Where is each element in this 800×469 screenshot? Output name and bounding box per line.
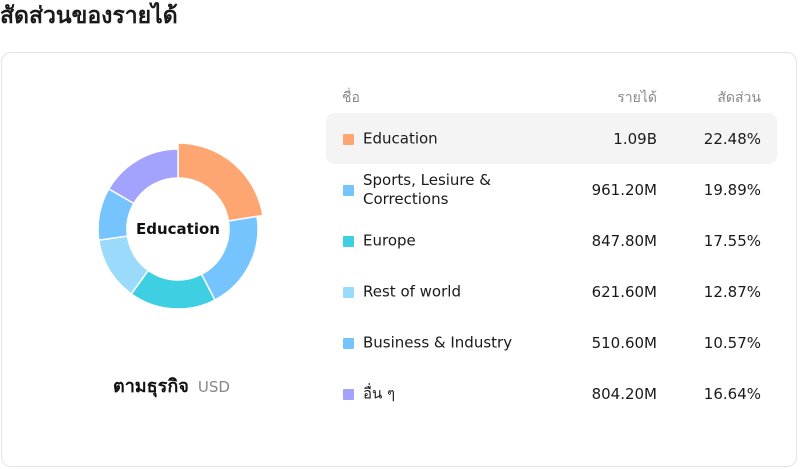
row-revenue: 961.20M [591, 180, 657, 199]
table-row[interactable]: อื่น ๆ 804.20M 16.64% [326, 368, 777, 419]
row-name: อื่น ๆ [363, 384, 396, 402]
row-share: 16.64% [703, 384, 761, 403]
column-header-name: ชื่อ [342, 90, 360, 106]
table-row[interactable]: Business & Industry 510.60M 10.57% [326, 317, 777, 368]
legend-swatch [343, 388, 354, 400]
chart-caption-currency: USD [197, 378, 230, 396]
row-share: 19.89% [703, 180, 761, 199]
revenue-breakdown-card: Education ตามธุรกิจ USD ชื่อ รายได้ สัดส… [1, 52, 797, 467]
row-name: Education [363, 129, 438, 147]
revenue-table: ชื่อ รายได้ สัดส่วน Education 1.09B 22.4… [326, 81, 777, 419]
table-row[interactable]: Europe 847.80M 17.55% [326, 215, 777, 266]
row-name: Sports, Lesiure & Corrections [363, 170, 491, 208]
donut-slice[interactable] [107, 148, 179, 205]
legend-swatch [343, 184, 354, 196]
table-row[interactable]: Education 1.09B 22.48% [326, 113, 777, 164]
donut-slice[interactable] [200, 215, 259, 301]
column-header-share: สัดส่วน [717, 90, 761, 106]
row-share: 10.57% [703, 333, 761, 352]
chart-caption-title: ตามธุรกิจ [113, 376, 189, 397]
donut-chart-svg [97, 143, 264, 310]
column-header-revenue: รายได้ [617, 90, 657, 106]
row-share: 17.55% [703, 231, 761, 250]
table-row[interactable]: Rest of world 621.60M 12.87% [326, 266, 777, 317]
chart-caption: ตามธุรกิจ USD [113, 371, 230, 400]
row-name: Business & Industry [363, 333, 513, 351]
row-revenue: 1.09B [613, 129, 657, 148]
legend-swatch [343, 337, 354, 349]
row-revenue: 847.80M [591, 231, 657, 250]
row-name: Rest of world [363, 282, 461, 300]
donut-slice[interactable] [177, 143, 264, 222]
row-revenue: 804.20M [591, 384, 657, 403]
row-revenue: 621.60M [591, 282, 657, 301]
legend-swatch [343, 286, 354, 298]
row-revenue: 510.60M [591, 333, 657, 352]
row-share: 22.48% [703, 129, 761, 148]
table-header: ชื่อ รายได้ สัดส่วน [326, 81, 777, 113]
legend-swatch [343, 133, 354, 145]
row-share: 12.87% [703, 282, 761, 301]
table-row[interactable]: Sports, Lesiure & Corrections 961.20M 19… [326, 164, 777, 215]
row-name: Europe [363, 231, 416, 249]
donut-chart[interactable]: Education [92, 143, 264, 315]
legend-swatch [343, 235, 354, 247]
page-title: สัดส่วนของรายได้ [0, 3, 178, 29]
